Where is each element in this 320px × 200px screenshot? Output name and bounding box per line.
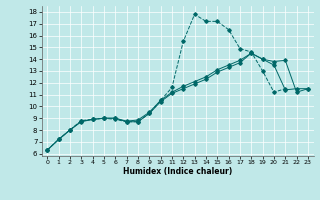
X-axis label: Humidex (Indice chaleur): Humidex (Indice chaleur) <box>123 167 232 176</box>
